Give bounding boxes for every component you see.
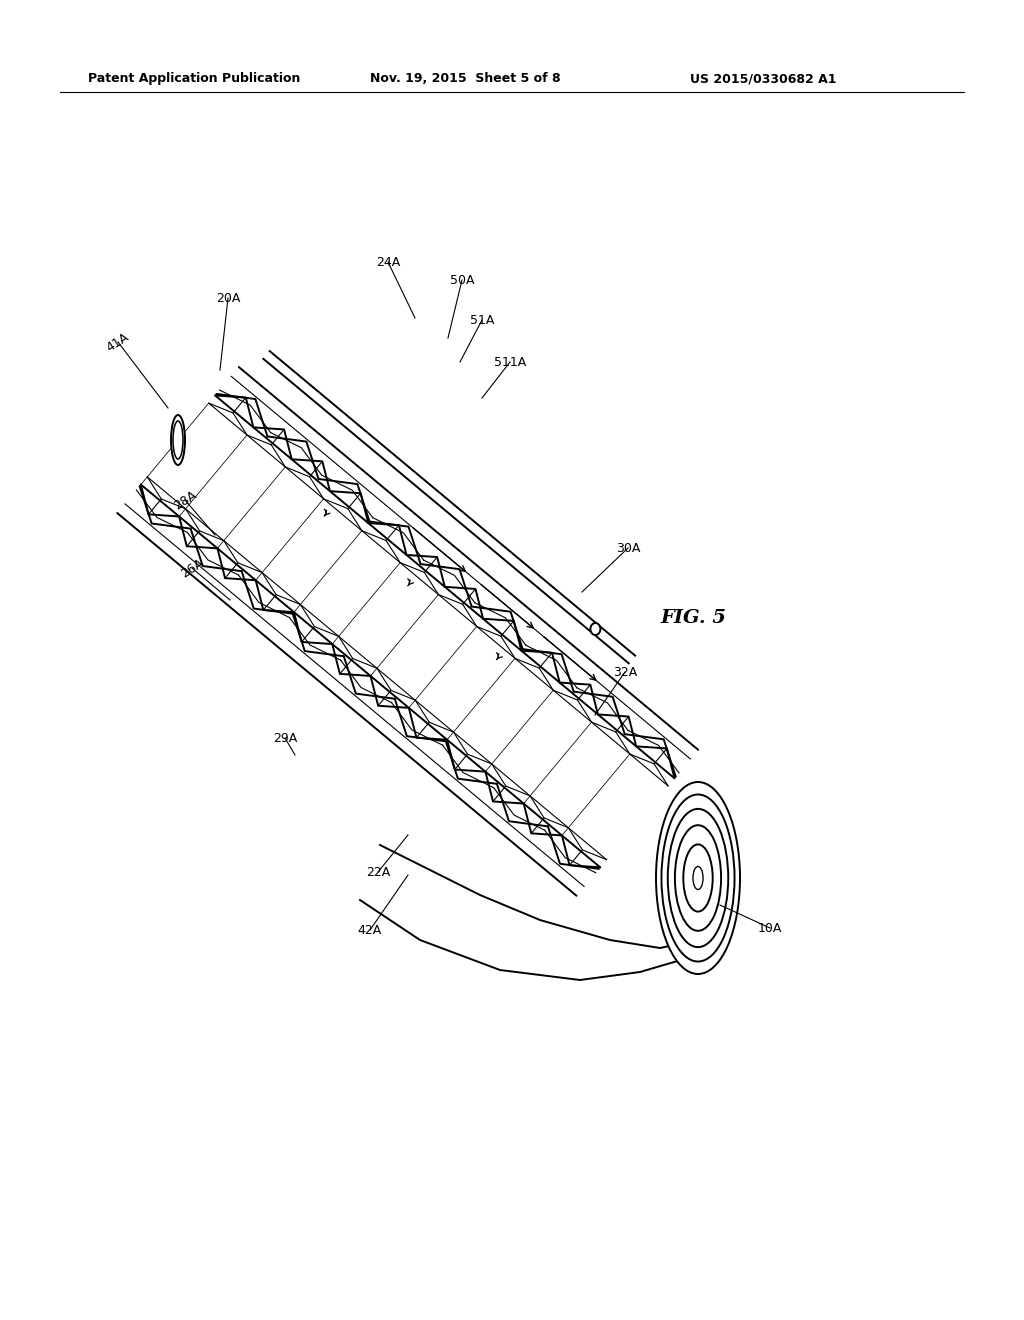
Text: 511A: 511A <box>494 355 526 368</box>
Ellipse shape <box>173 421 183 459</box>
Text: 24A: 24A <box>376 256 400 268</box>
Text: 20A: 20A <box>216 292 241 305</box>
Text: 41A: 41A <box>104 330 132 354</box>
Polygon shape <box>147 403 668 859</box>
Text: 32A: 32A <box>613 665 637 678</box>
Text: 30A: 30A <box>615 541 640 554</box>
Text: Patent Application Publication: Patent Application Publication <box>88 73 300 84</box>
Ellipse shape <box>662 795 734 961</box>
Polygon shape <box>215 376 690 779</box>
Text: 51A: 51A <box>470 314 495 326</box>
Ellipse shape <box>591 623 600 635</box>
Polygon shape <box>125 484 600 887</box>
Text: 50A: 50A <box>450 273 474 286</box>
Text: 10A: 10A <box>758 921 782 935</box>
Text: 42A: 42A <box>357 924 382 936</box>
Text: US 2015/0330682 A1: US 2015/0330682 A1 <box>690 73 837 84</box>
Ellipse shape <box>693 866 703 890</box>
Text: 29A: 29A <box>272 731 297 744</box>
Ellipse shape <box>668 809 728 948</box>
Text: Nov. 19, 2015  Sheet 5 of 8: Nov. 19, 2015 Sheet 5 of 8 <box>370 73 560 84</box>
Text: 28A: 28A <box>171 488 199 512</box>
Ellipse shape <box>656 781 740 974</box>
Text: 26A: 26A <box>178 556 206 579</box>
Ellipse shape <box>675 825 721 931</box>
Ellipse shape <box>171 414 185 465</box>
Text: FIG. 5: FIG. 5 <box>660 609 726 627</box>
Text: 22A: 22A <box>366 866 390 879</box>
Ellipse shape <box>683 845 713 912</box>
